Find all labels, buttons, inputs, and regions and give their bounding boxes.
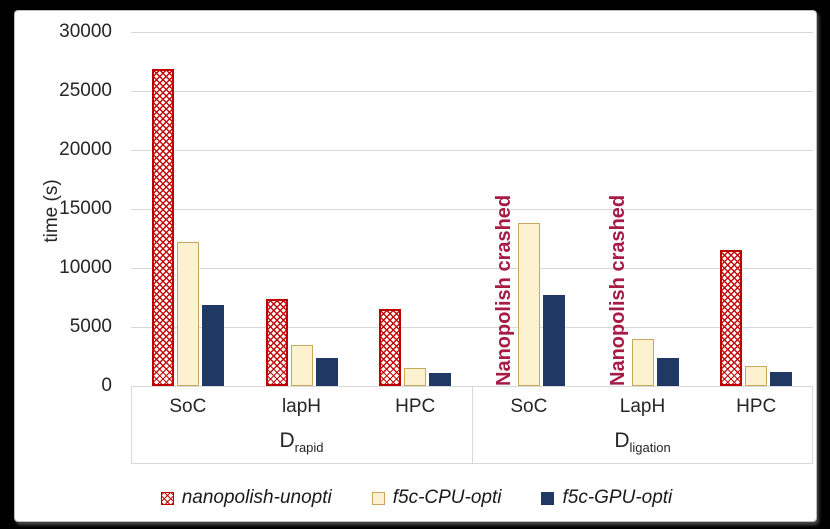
legend-swatch-f5c-CPU-opti	[371, 491, 385, 505]
bar-f5c-GPU-opti-soc	[201, 304, 224, 386]
group-label-main: D	[614, 429, 630, 452]
y-tick-label: 25000	[59, 80, 112, 101]
crashed-annotation: Nanopolish crashed	[492, 194, 515, 386]
bar-f5c-CPU-opti-hpc	[404, 368, 427, 386]
x-axis-group-divider	[472, 386, 473, 464]
y-tick-label: 15000	[59, 198, 112, 219]
y-tick-label: 0	[101, 375, 112, 396]
legend-label-f5c-GPU-opti: f5c-GPU-opti	[562, 487, 673, 508]
group-label-main: D	[279, 429, 295, 452]
bar-nanopolish-unopti-hpc	[720, 250, 743, 386]
legend-item-f5c-GPU-opti: f5c-GPU-opti	[541, 487, 672, 509]
gridline	[131, 208, 813, 210]
group-label-ligation: Dligation	[563, 428, 723, 461]
y-tick-label: 5000	[69, 316, 112, 337]
bar-f5c-CPU-opti-soc	[176, 242, 199, 386]
category-label-hpc: HPC	[395, 396, 436, 417]
legend-label-f5c-CPU-opti: f5c-CPU-opti	[392, 487, 502, 508]
bar-f5c-CPU-opti-laph	[631, 338, 654, 386]
group-label-rapid: Drapid	[222, 428, 382, 461]
crashed-annotation: Nanopolish crashed	[606, 194, 629, 386]
bar-f5c-CPU-opti-soc	[517, 223, 540, 386]
legend-item-nanopolish-unopti: nanopolish-unopti	[160, 487, 332, 509]
bar-f5c-GPU-opti-hpc	[429, 373, 452, 386]
group-label-subscript: ligation	[629, 440, 671, 456]
legend-item-f5c-CPU-opti: f5c-CPU-opti	[371, 487, 502, 509]
y-tick-label: 30000	[59, 21, 112, 42]
bar-nanopolish-unopti-hpc	[379, 309, 402, 386]
bar-nanopolish-unopti-soc	[151, 68, 174, 386]
bar-f5c-GPU-opti-soc	[542, 295, 565, 386]
legend: nanopolish-unopti f5c-CPU-opti f5c-GPU-opt…	[15, 483, 818, 513]
bar-f5c-CPU-opti-hpc	[745, 365, 768, 386]
bar-f5c-GPU-opti-laph	[315, 357, 338, 386]
gridline	[131, 31, 813, 33]
gridline	[131, 90, 813, 92]
y-tick-label: 10000	[59, 257, 112, 278]
category-label-soc: SoC	[169, 396, 207, 417]
category-label-soc: SoC	[510, 396, 548, 417]
bar-f5c-CPU-opti-laph	[290, 344, 313, 386]
category-label-hpc: HPC	[736, 396, 777, 417]
group-label-subscript: rapid	[294, 440, 324, 456]
bar-f5c-GPU-opti-hpc	[770, 371, 793, 386]
legend-swatch-f5c-GPU-opti	[541, 491, 555, 505]
gridline	[131, 267, 813, 269]
bar-f5c-GPU-opti-laph	[656, 357, 679, 386]
category-label-laph: LapH	[619, 396, 666, 417]
legend-swatch-nanopolish-unopti	[160, 491, 174, 505]
legend-label-nanopolish-unopti: nanopolish-unopti	[181, 487, 332, 508]
chart-panel: time (s) 0 5000 10000 15000 20000 25000 30000 …	[14, 10, 817, 522]
bar-nanopolish-unopti-laph	[265, 298, 288, 386]
category-label-laph: lapH	[281, 396, 322, 417]
gridline	[131, 326, 813, 328]
y-tick-label: 20000	[59, 139, 112, 160]
gridline	[131, 149, 813, 151]
